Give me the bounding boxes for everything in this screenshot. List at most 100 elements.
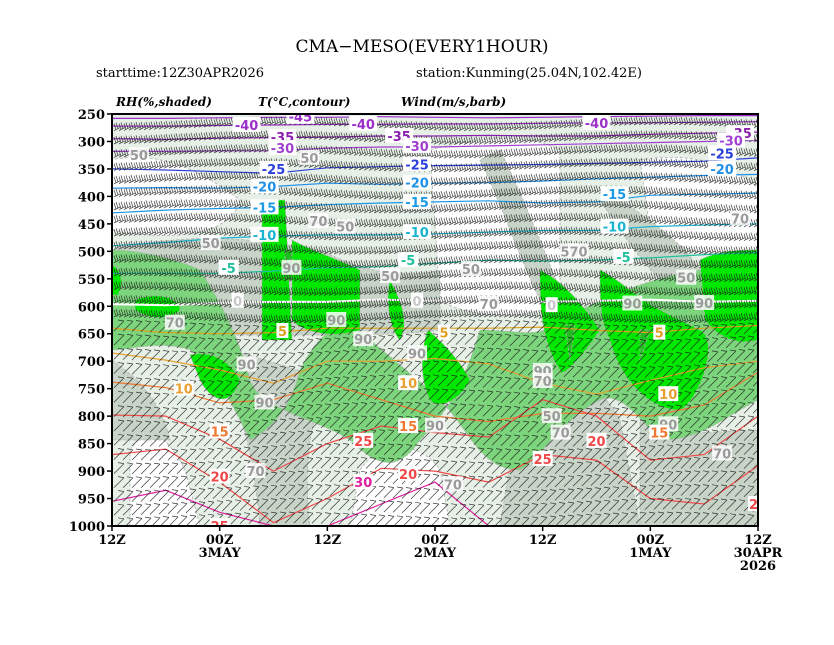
wind-barb-row <box>113 319 758 337</box>
rh-label: 50 <box>300 152 318 167</box>
wind-barb-row <box>113 333 758 351</box>
temperature-label: 25 <box>749 498 767 513</box>
wind-barb-row <box>113 484 758 502</box>
wind-barb-row <box>113 429 758 447</box>
rh-label: 90 <box>354 333 372 348</box>
temperature-label-bg <box>173 380 194 396</box>
temperature-label: -40 <box>235 119 259 134</box>
rh-region-90+ <box>112 249 758 471</box>
rh-label: 90 <box>255 396 273 411</box>
rh-label-bg <box>541 408 562 424</box>
y-tick-label: 400 <box>78 190 105 205</box>
y-tick-label: 250 <box>78 108 105 123</box>
x-tick-label: 12Z <box>744 533 772 548</box>
rh-label-bg <box>532 372 553 388</box>
y-tick-label: 1000 <box>69 520 105 535</box>
station-label: station:Kunming(25.04N,102.42E) <box>416 66 642 81</box>
y-tick-label: 450 <box>78 218 105 233</box>
rh-label: 70 <box>570 245 588 260</box>
plot-area: 5050507050505090907090909090707050707050… <box>112 111 767 535</box>
temperature-label: -20 <box>253 181 277 196</box>
rh-label: 90 <box>695 297 713 312</box>
temperature-label: 25 <box>354 435 372 450</box>
rh-label-bg <box>460 260 481 276</box>
rh-label-bg <box>622 295 643 311</box>
temperature-label: -25 <box>405 159 429 174</box>
temperature-label-bg <box>232 116 261 132</box>
legend-temperature: T(°C,contour) <box>258 95 350 109</box>
x-tick-date: 1MAY <box>629 546 672 561</box>
rh-label-bg <box>694 294 715 310</box>
temperature-label: -5 <box>401 254 415 269</box>
y-tick-label: 650 <box>78 328 105 343</box>
temperature-label-bg <box>398 465 419 481</box>
temperature-label-bg <box>748 496 758 512</box>
rh-label: 50 <box>677 272 695 287</box>
temperature-label-bg <box>250 199 279 215</box>
temperature-label: -30 <box>271 142 295 157</box>
rh-label-bg <box>550 424 571 440</box>
temperature-label: -5 <box>221 262 235 277</box>
temperature-label: 10 <box>659 388 677 403</box>
temperature-label: 0 <box>547 299 556 314</box>
wind-barb-row <box>113 144 758 159</box>
temperature-label: -25 <box>262 163 286 178</box>
wind-barb-row <box>113 346 758 365</box>
rh-label: 70 <box>534 375 552 390</box>
rh-label-bg <box>730 210 751 226</box>
temperature-label-bg <box>532 450 553 466</box>
temperature-label: 0 <box>413 295 422 310</box>
temperature-label: -45 <box>289 111 313 126</box>
x-tick-label: 12Z <box>98 533 126 548</box>
legend-wind: Wind(m/s,barb) <box>401 95 506 109</box>
temperature-label: -15 <box>603 188 627 203</box>
temperature-label: 30 <box>354 476 372 491</box>
temperature-label: -40 <box>351 118 375 133</box>
temperature-label-bg <box>708 145 737 161</box>
temperature-label: -15 <box>253 201 277 216</box>
x-tick-label: 00Z <box>206 533 234 548</box>
temperature-label-bg <box>545 297 558 313</box>
rh-label-bg <box>478 296 499 312</box>
y-tick-label: 600 <box>78 300 105 315</box>
y-tick-label: 550 <box>78 273 105 288</box>
temperature-label: 15 <box>211 426 229 441</box>
temperature-label: -40 <box>585 117 609 132</box>
rh-label-bg <box>326 312 347 327</box>
temperature-label-bg <box>403 174 432 190</box>
temperature-label-bg <box>250 178 279 194</box>
wind-barb-row <box>113 212 758 228</box>
rh-label-bg <box>712 445 733 461</box>
rh-label-bg <box>353 331 374 347</box>
temperature-label: 10 <box>399 377 417 392</box>
rh-label-bg <box>299 149 320 165</box>
rh-label: 50 <box>543 410 561 425</box>
rh-region-core <box>639 329 651 361</box>
rh-label: 70 <box>444 478 462 493</box>
rh-label: 70 <box>713 447 731 462</box>
temperature-label-bg <box>586 432 607 448</box>
temperature-label: 25 <box>211 520 229 535</box>
rh-label-bg <box>128 147 149 163</box>
y-tick-label: 300 <box>78 135 105 150</box>
temperature-label-bg <box>717 132 746 148</box>
starttime-label: starttime:12Z30APR2026 <box>96 66 264 81</box>
x-tick-date: 3MAY <box>199 546 242 561</box>
temperature-label: 5 <box>655 327 664 342</box>
temperature-label: 20 <box>587 435 605 450</box>
chart-title: CMA−MESO(EVERY1HOUR) <box>296 37 549 57</box>
temperature-label-bg <box>658 386 679 402</box>
rh-label-bg <box>442 476 463 492</box>
temperature-label: -25 <box>710 148 734 163</box>
wind-barb-row <box>113 281 758 296</box>
wind-barb-row <box>113 240 758 255</box>
legend-rh: RH(%,shaded) <box>115 95 212 109</box>
wind-barb-row <box>113 497 758 516</box>
x-tick-label: 12Z <box>314 533 342 548</box>
rh-label: 70 <box>480 298 498 313</box>
y-tick-label: 750 <box>78 383 105 398</box>
temperature-label-bg <box>398 375 419 391</box>
temperature-label-bg <box>437 324 450 340</box>
temperature-contour-m15 <box>112 192 758 214</box>
rh-label-bg <box>308 213 329 229</box>
